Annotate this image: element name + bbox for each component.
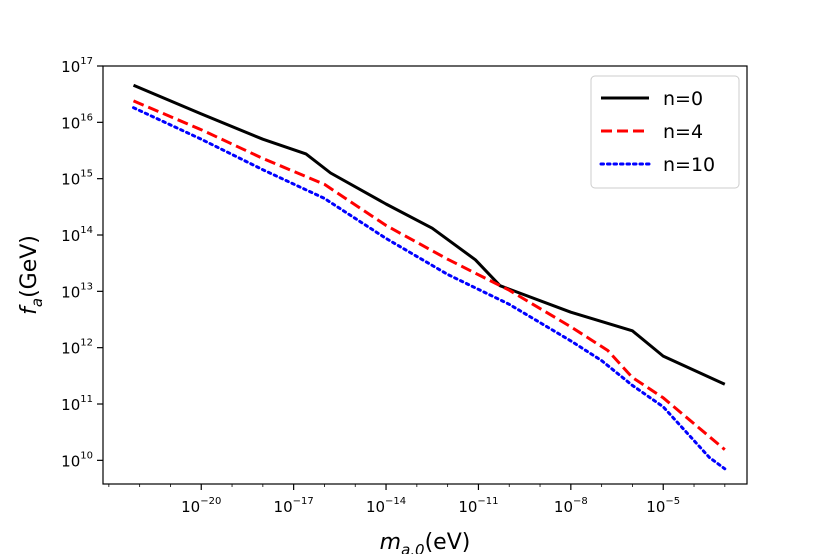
x-axis-label: ma,0(eV)	[380, 530, 471, 554]
legend-label-2: n=4	[663, 121, 703, 143]
x-tick-label: 10−14	[366, 496, 406, 516]
x-tick-label: 10−8	[554, 496, 588, 516]
x-tick-label: 10−17	[274, 496, 314, 516]
x-tick-label: 10−11	[458, 496, 498, 516]
series-line-3	[132, 106, 727, 471]
y-tick-label: 1013	[61, 281, 93, 301]
series-line-2	[132, 99, 726, 451]
y-tick-label: 1010	[61, 450, 93, 470]
y-tick-label: 1017	[61, 56, 93, 76]
y-tick-label: 1014	[61, 225, 93, 245]
y-tick-label: 1011	[61, 394, 93, 414]
x-tick-label: 10−20	[181, 496, 221, 516]
y-axis-label: fa(GeV)	[17, 235, 46, 315]
legend-label-1: n=0	[663, 88, 703, 110]
legend-label-3: n=10	[663, 154, 715, 176]
y-tick-label: 1012	[61, 338, 93, 358]
legend-box	[590, 75, 740, 189]
y-axis-label-text: fa(GeV)	[17, 235, 46, 315]
plot-area	[132, 83, 727, 471]
legend: n=0 n=4 n=10	[590, 75, 740, 189]
series-line-1	[132, 83, 726, 386]
plot-frame	[102, 65, 748, 485]
y-tick-label: 1015	[61, 169, 93, 189]
x-tick-label: 10−5	[646, 496, 680, 516]
y-tick-label: 1016	[61, 112, 93, 132]
axis-ticks: 10−20 10−17 10−14 10−11 10−8 10−5 1010 1011 1012…	[61, 56, 726, 516]
x-axis-label-text: ma,0(eV)	[380, 530, 471, 554]
